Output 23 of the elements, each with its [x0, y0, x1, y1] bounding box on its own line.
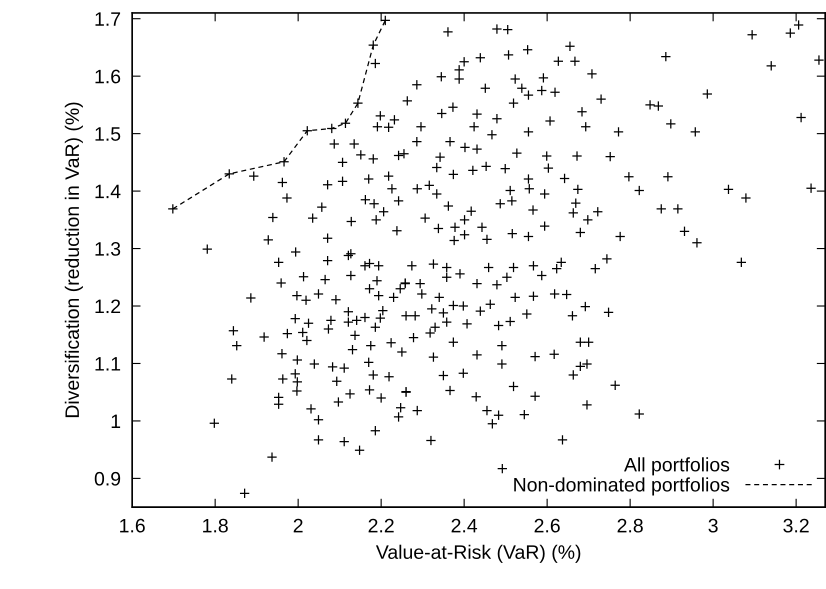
x-tick-label: 2: [294, 518, 303, 532]
y-tick-label: 1.7: [96, 12, 120, 26]
legend-label: Non-dominated portfolios: [514, 477, 730, 496]
x-tick-label: 2.4: [452, 518, 478, 532]
y-tick-label: 1.4: [96, 184, 120, 198]
y-tick-label: 1.5: [96, 127, 120, 141]
y-axis-title: Diversification (reduction in VaR) (%): [64, 102, 83, 418]
line-series: [172, 20, 386, 210]
x-tick-label: 2.6: [534, 518, 560, 533]
x-axis-title: Value-at-Risk (VaR) (%): [376, 544, 580, 563]
y-tick-label: 0.9: [94, 472, 120, 486]
y-tick-label: 1: [112, 414, 120, 428]
y-tick-label: 1.1: [96, 357, 120, 371]
x-tick-label: 1.6: [120, 518, 145, 533]
x-tick-label: 1.8: [203, 518, 228, 533]
x-tick-label: 2.2: [368, 518, 394, 532]
x-tick-label: 3: [708, 518, 718, 533]
x-tick-label: 3.2: [783, 518, 809, 533]
legend-label: All portfolios: [624, 457, 730, 476]
y-tick-label: 1.2: [96, 299, 120, 314]
y-tick-label: 1.3: [96, 242, 120, 256]
x-tick-label: 2.8: [618, 518, 643, 533]
y-tick-label: 1.6: [96, 70, 120, 84]
